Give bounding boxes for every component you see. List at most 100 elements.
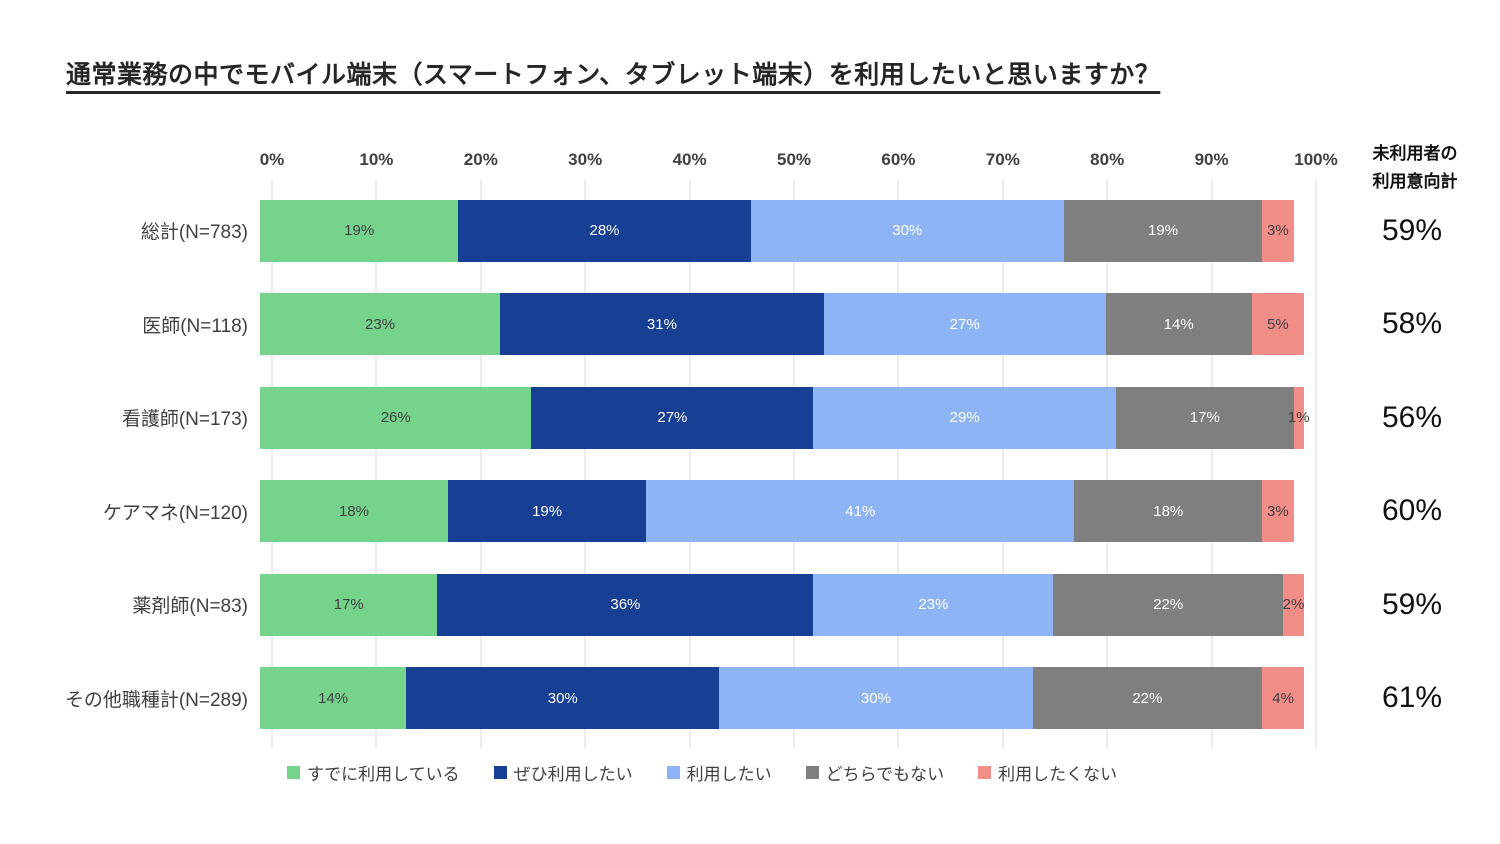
- segment-label: 30%: [860, 689, 891, 707]
- bar-row: 薬剤師(N=83) 17% 36% 23% 22% 2% 59%: [0, 558, 1500, 652]
- segment-label: 5%: [1267, 315, 1289, 333]
- legend-swatch: [978, 766, 992, 779]
- segment-label: 19%: [532, 502, 563, 520]
- right-header-line2: 利用意向計: [1372, 172, 1458, 191]
- right-column-header: 未利用者の 利用意向計: [1355, 140, 1475, 196]
- segment-label: 3%: [1267, 222, 1289, 240]
- bar-track: 23% 31% 27% 14% 5%: [260, 293, 1304, 356]
- bar-segment: 14%: [1105, 293, 1252, 356]
- gridline: [1315, 180, 1317, 748]
- bar-row: ケアマネ(N=120) 18% 19% 41% 18% 3% 60%: [0, 465, 1500, 559]
- legend-label: どちらでもない: [825, 765, 945, 784]
- segment-label: 31%: [646, 315, 677, 333]
- bar-segment: 19%: [447, 480, 647, 543]
- segment-label: 29%: [949, 409, 980, 427]
- axis-tick: 30%: [568, 150, 603, 169]
- segment-label: 30%: [892, 222, 923, 240]
- bar-segment: 4%: [1262, 667, 1304, 730]
- segment-label: 27%: [949, 315, 980, 333]
- bar-segment: 18%: [1074, 480, 1263, 543]
- gridline: [271, 180, 273, 748]
- legend-label: 利用したくない: [998, 765, 1118, 784]
- segment-label: 28%: [589, 222, 620, 240]
- intent-total-value: 61%: [1381, 681, 1443, 715]
- gridline: [1211, 180, 1213, 748]
- bar-segment: 27%: [823, 293, 1106, 356]
- bar-segment: 30%: [719, 667, 1033, 730]
- intent-total-value: 56%: [1381, 400, 1443, 434]
- axis-tick: 50%: [776, 150, 812, 169]
- bar-segment: 3%: [1262, 480, 1294, 543]
- segment-label: 23%: [365, 315, 396, 333]
- bar-segment: 18%: [260, 480, 448, 543]
- segment-label: 26%: [380, 409, 411, 427]
- category-label: 医師(N=118): [142, 315, 248, 337]
- legend-item: すでに利用している: [287, 760, 460, 785]
- bar-segment: 29%: [813, 386, 1117, 449]
- gridline: [1002, 180, 1004, 748]
- gridline: [584, 180, 586, 748]
- chart-title: 通常業務の中でモバイル端末（スマートフォン、タブレット端末）を利用したいと思いま…: [66, 61, 1161, 89]
- category-label: 薬剤師(N=83): [132, 596, 248, 618]
- gridline: [1106, 180, 1108, 748]
- intent-total-value: 60%: [1381, 494, 1443, 528]
- bar-track: 17% 36% 23% 22% 2%: [260, 573, 1304, 636]
- gridline: [793, 180, 795, 748]
- bar-segment: 14%: [260, 667, 407, 730]
- segment-label: 23%: [918, 596, 949, 614]
- legend-item: ぜひ利用したい: [493, 760, 633, 785]
- segment-label: 17%: [333, 596, 364, 614]
- segment-label: 4%: [1272, 689, 1294, 707]
- legend-label: すでに利用している: [307, 765, 460, 784]
- bar-segment: 23%: [813, 573, 1054, 636]
- intent-total-value: 59%: [1381, 213, 1443, 247]
- bar-segment: 23%: [260, 293, 501, 356]
- axis-tick: 80%: [1090, 150, 1125, 169]
- segment-label: 19%: [344, 222, 375, 240]
- bar-segment: 22%: [1032, 667, 1263, 730]
- x-axis: 0% 10% 20% 30% 40% 50% 60% 70% 80% 90% 100%: [260, 150, 1338, 172]
- segment-label: 22%: [1132, 689, 1163, 707]
- category-label: その他職種計(N=289): [64, 689, 248, 711]
- segment-label: 19%: [1148, 222, 1179, 240]
- bar-segment: 27%: [531, 386, 814, 449]
- right-header-line1: 未利用者の: [1372, 144, 1458, 163]
- bar-segment: 36%: [437, 573, 814, 636]
- bar-segment: 30%: [750, 199, 1064, 262]
- segment-label: 41%: [845, 502, 876, 520]
- category-label: 総計(N=783): [140, 222, 248, 244]
- intent-total-value: 58%: [1381, 307, 1443, 341]
- bar-segment: 3%: [1262, 199, 1294, 262]
- axis-tick: 60%: [881, 150, 916, 169]
- gridline: [897, 180, 899, 748]
- bar-segment: 5%: [1251, 293, 1304, 356]
- gridline: [689, 180, 691, 748]
- bar-track: 14% 30% 30% 22% 4%: [260, 667, 1304, 730]
- segment-label: 18%: [1153, 502, 1184, 520]
- bar-segment: 41%: [646, 480, 1075, 543]
- bar-row: 看護師(N=173) 26% 27% 29% 17% 1% 56%: [0, 371, 1500, 465]
- legend-item: どちらでもない: [805, 760, 945, 785]
- segment-label: 18%: [338, 502, 369, 520]
- intent-total-value: 59%: [1381, 587, 1443, 621]
- bar-segment: 1%: [1288, 386, 1310, 449]
- legend-swatch: [805, 766, 819, 779]
- bar-segment: 30%: [406, 667, 720, 730]
- gridline: [480, 180, 482, 748]
- bar-rows: 総計(N=783) 19% 28% 30% 19% 3% 59% 医師(N=118) 23% 31…: [0, 184, 1500, 745]
- bar-segment: 17%: [1116, 386, 1294, 449]
- axis-tick: 40%: [672, 150, 707, 169]
- bar-row: その他職種計(N=289) 14% 30% 30% 22% 4% 61%: [0, 652, 1500, 746]
- bar-track: 26% 27% 29% 17% 1%: [260, 386, 1310, 449]
- segment-label: 36%: [610, 596, 641, 614]
- segment-label: 14%: [318, 689, 349, 707]
- axis-tick: 0%: [259, 150, 285, 169]
- category-label: 看護師(N=173): [121, 409, 248, 431]
- legend-label: ぜひ利用したい: [513, 765, 633, 784]
- segment-label: 3%: [1267, 502, 1289, 520]
- segment-label: 30%: [547, 689, 578, 707]
- bar-segment: 2%: [1283, 573, 1304, 636]
- legend-label: 利用したい: [686, 765, 772, 784]
- axis-tick: 100%: [1294, 150, 1338, 169]
- bar-row: 医師(N=118) 23% 31% 27% 14% 5% 58%: [0, 278, 1500, 372]
